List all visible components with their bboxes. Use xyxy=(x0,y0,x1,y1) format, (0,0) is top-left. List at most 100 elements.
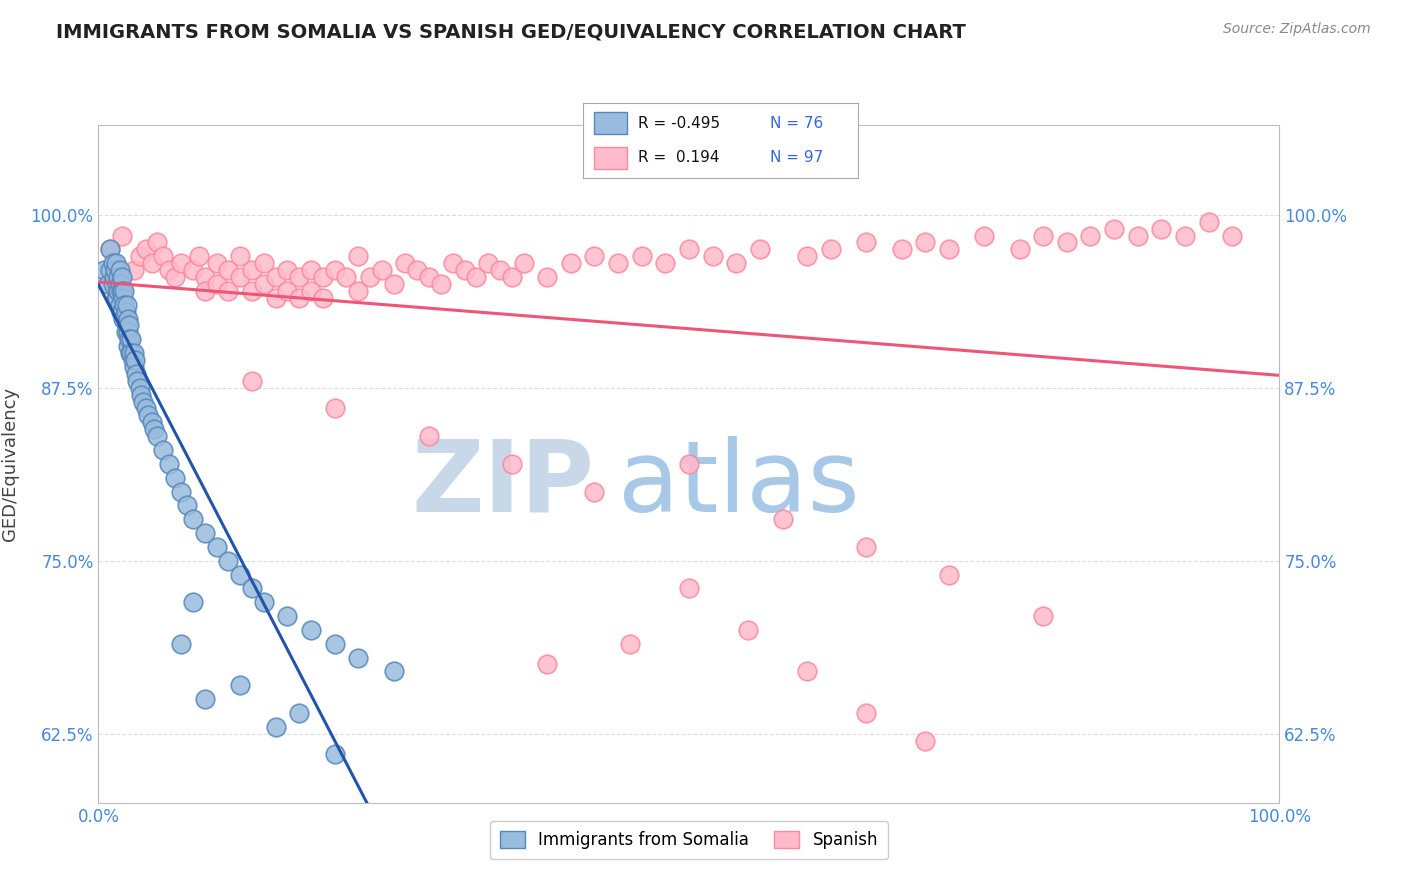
Point xyxy=(107,284,129,298)
Point xyxy=(105,291,128,305)
Point xyxy=(135,243,157,257)
Point xyxy=(264,291,287,305)
Point xyxy=(118,318,141,333)
Point xyxy=(128,249,150,263)
Point xyxy=(157,263,180,277)
Point xyxy=(1198,215,1220,229)
Point xyxy=(619,637,641,651)
Point xyxy=(382,277,405,291)
Point xyxy=(98,243,121,257)
Point xyxy=(288,291,311,305)
Point xyxy=(157,457,180,471)
Point xyxy=(772,512,794,526)
Point xyxy=(135,401,157,416)
Point xyxy=(118,332,141,346)
Point xyxy=(890,243,912,257)
Point xyxy=(607,256,630,270)
Point xyxy=(299,623,322,637)
Point xyxy=(678,582,700,596)
Point xyxy=(170,484,193,499)
Point xyxy=(288,706,311,720)
Point xyxy=(264,720,287,734)
Point xyxy=(114,326,136,340)
Point xyxy=(112,284,135,298)
Point xyxy=(240,374,263,388)
Point xyxy=(406,263,429,277)
Point xyxy=(855,235,877,250)
Point xyxy=(418,429,440,443)
Point xyxy=(105,291,128,305)
Point xyxy=(170,256,193,270)
Point xyxy=(654,256,676,270)
Point xyxy=(855,540,877,554)
Point xyxy=(1126,228,1149,243)
Point xyxy=(101,277,124,291)
Point xyxy=(194,692,217,706)
Point xyxy=(181,512,204,526)
Point xyxy=(1102,221,1125,235)
Point xyxy=(108,263,131,277)
Point xyxy=(312,270,335,285)
Point xyxy=(347,650,370,665)
Point xyxy=(165,270,187,285)
Text: atlas: atlas xyxy=(619,435,859,533)
Point xyxy=(441,256,464,270)
Point xyxy=(914,733,936,747)
Point xyxy=(229,678,252,692)
Point xyxy=(229,249,252,263)
Point xyxy=(217,554,239,568)
Point xyxy=(141,256,163,270)
Point xyxy=(111,304,134,318)
Point xyxy=(1080,228,1102,243)
Point xyxy=(142,422,165,436)
Point xyxy=(117,339,139,353)
Point xyxy=(938,567,960,582)
Point xyxy=(430,277,453,291)
Point xyxy=(127,374,149,388)
Point xyxy=(229,270,252,285)
Point xyxy=(347,249,370,263)
Point xyxy=(115,298,138,312)
Point xyxy=(347,284,370,298)
Text: IMMIGRANTS FROM SOMALIA VS SPANISH GED/EQUIVALENCY CORRELATION CHART: IMMIGRANTS FROM SOMALIA VS SPANISH GED/E… xyxy=(56,22,966,41)
Point xyxy=(124,353,146,368)
Point xyxy=(1220,228,1243,243)
Point xyxy=(748,243,770,257)
Point xyxy=(229,567,252,582)
Text: N = 76: N = 76 xyxy=(770,116,823,130)
Point xyxy=(105,277,128,291)
Point xyxy=(276,609,298,624)
Point xyxy=(122,263,145,277)
Point xyxy=(630,249,652,263)
Point xyxy=(187,249,209,263)
Point xyxy=(117,311,139,326)
Point xyxy=(276,263,298,277)
Text: R = -0.495: R = -0.495 xyxy=(638,116,720,130)
Point xyxy=(103,270,125,285)
Point xyxy=(194,270,217,285)
Point xyxy=(512,256,534,270)
Point xyxy=(253,595,276,609)
Point xyxy=(312,291,335,305)
Point xyxy=(240,582,263,596)
Text: N = 97: N = 97 xyxy=(770,151,823,165)
Text: ZIP: ZIP xyxy=(412,435,595,533)
Point xyxy=(323,263,346,277)
Point xyxy=(98,243,121,257)
Point xyxy=(125,367,148,381)
Point xyxy=(141,415,163,429)
Point xyxy=(115,318,138,333)
Point xyxy=(323,637,346,651)
Point xyxy=(335,270,357,285)
Point xyxy=(181,595,204,609)
Point xyxy=(105,256,128,270)
Point xyxy=(146,235,169,250)
Point xyxy=(299,263,322,277)
Point xyxy=(938,243,960,257)
Point xyxy=(110,304,132,318)
Point xyxy=(93,263,115,277)
Point xyxy=(253,277,276,291)
Point xyxy=(176,499,198,513)
Point xyxy=(194,284,217,298)
Point xyxy=(240,263,263,277)
